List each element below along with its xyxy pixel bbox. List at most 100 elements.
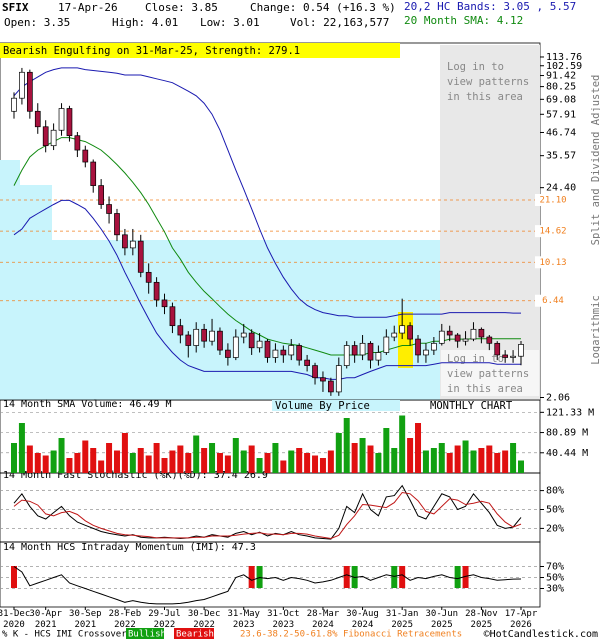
volume-bar: [264, 453, 271, 473]
volume-bar: [90, 448, 97, 473]
volume-bar: [335, 433, 342, 473]
candle-body: [407, 325, 413, 340]
bearish-signal: [11, 566, 17, 588]
candle-body: [177, 325, 184, 336]
volume-bar: [193, 435, 200, 473]
volume-bar: [391, 448, 398, 473]
y-tick-label: 80.25: [546, 82, 576, 93]
x-tick-label-part: 2023: [273, 620, 295, 630]
volume-bar: [145, 455, 152, 473]
candle-body: [367, 342, 374, 361]
y-tick-label: 50%: [546, 573, 564, 584]
candle-body: [518, 344, 524, 357]
x-tick-label-part: 30-Aug: [346, 609, 379, 619]
candle-body: [343, 345, 350, 366]
line-series: [13, 199, 521, 380]
x-tick-label-part: 30-Apr: [29, 609, 62, 619]
vbp-label-bg: [272, 400, 400, 411]
fib-label-bg: [535, 256, 571, 269]
x-tick-label-part: 31-Dec: [0, 609, 30, 619]
pattern-highlight: [398, 312, 413, 368]
legend-k: % K - HCS IMI Crossover,: [2, 630, 132, 640]
y-tick-label: 35.57: [546, 151, 576, 162]
candle-body: [114, 213, 120, 236]
x-tick-label-part: 2025: [471, 620, 493, 630]
x-tick-label-part: 17-Apr: [505, 609, 538, 619]
x-tick-label: 30-Sep 2021: [69, 609, 102, 630]
bullish-label: Bullish: [128, 630, 166, 640]
candle-body: [82, 149, 89, 163]
candle-body: [225, 349, 231, 358]
fib-label: 10.13: [539, 258, 566, 268]
line-series: [13, 491, 522, 540]
x-tick-label: 30-Dec 2022: [188, 609, 221, 630]
volume-bar: [82, 440, 89, 473]
y-tick-label: 80.89 M: [546, 428, 588, 439]
candle-body: [185, 334, 192, 346]
x-tick-label-part: 2025: [391, 620, 413, 630]
x-tick-label: 28-Mar 2024: [307, 609, 340, 630]
bearish-label: Bearish: [176, 630, 214, 640]
volume-bar: [106, 443, 113, 473]
volume-bar: [42, 455, 49, 473]
volume-bar: [518, 460, 524, 473]
volume-bar: [26, 445, 33, 473]
candle-body: [423, 349, 429, 356]
volume-bar: [185, 453, 192, 473]
bullish-signal: [454, 566, 461, 588]
x-tick-label-part: 2025: [431, 620, 453, 630]
scale-note: Logarithmic: [590, 295, 600, 365]
fib-label: 14.62: [539, 227, 566, 237]
volume-bar: [288, 450, 295, 473]
low: Low: 3.01: [200, 16, 260, 29]
volume-bar: [502, 450, 509, 473]
bearish-signal: [343, 566, 350, 588]
volume-bar: [153, 443, 160, 473]
candle-body: [264, 340, 271, 358]
x-tick-label-part: 31-May: [227, 609, 260, 619]
y-tick-label: 102.59: [546, 61, 582, 72]
x-tick-label-part: 2021: [35, 620, 57, 630]
login-line: Log in to: [447, 61, 504, 73]
y-tick-label: 91.42: [546, 71, 576, 82]
volume-by-price: [0, 240, 440, 400]
candle-body: [34, 110, 41, 128]
candle-body: [256, 340, 263, 349]
candle-body: [106, 204, 112, 214]
period-label: MONTHLY CHART: [430, 400, 513, 412]
candle-body: [98, 185, 104, 205]
volume-bar: [367, 445, 374, 473]
candle-body: [446, 330, 453, 336]
candle-body: [90, 161, 97, 186]
x-tick-label: 31-May 2023: [227, 609, 260, 630]
volume-bar: [422, 450, 429, 473]
bands-label: 20,2 HC Bands: 3.05 , 5.57: [404, 0, 576, 13]
pattern-text: Bearish Engulfing on 31-Mar-25, Strength…: [3, 45, 300, 57]
candle-body: [240, 332, 247, 338]
volume-bar: [415, 423, 422, 473]
candle-body: [272, 349, 279, 358]
bearish-signal: [462, 566, 469, 588]
x-tick-label-part: 28-Feb: [109, 609, 142, 619]
x-tick-label-part: 31-Jan: [386, 609, 419, 619]
sma-label: 20 Month SMA: 4.12: [404, 14, 523, 27]
volume-bar: [438, 443, 445, 473]
x-tick-label-part: 31-Oct: [267, 609, 300, 619]
volume-bar: [327, 450, 334, 473]
panel-title: 14 Month Fast Stochastic (%K)(%D): 37.4 …: [3, 470, 268, 481]
login-box: [441, 350, 539, 396]
x-tick-label-part: 2022: [154, 620, 176, 630]
volume-bar: [161, 458, 168, 473]
x-tick-label-part: 28-Mar: [307, 609, 340, 619]
x-tick-label: 30-Aug 2024: [346, 609, 379, 630]
x-tick-label: 29-Jul 2022: [148, 609, 181, 630]
y-tick-label: 40.44 M: [546, 448, 588, 459]
open: Open: 3.35: [4, 16, 70, 29]
candle-body: [454, 334, 461, 342]
volume-bar: [486, 445, 493, 473]
y-tick-label: 46.74: [546, 127, 576, 138]
candle-body: [320, 377, 326, 382]
fib-label-bg: [535, 193, 571, 206]
candle-body: [296, 345, 303, 361]
volume-bar: [201, 448, 208, 473]
